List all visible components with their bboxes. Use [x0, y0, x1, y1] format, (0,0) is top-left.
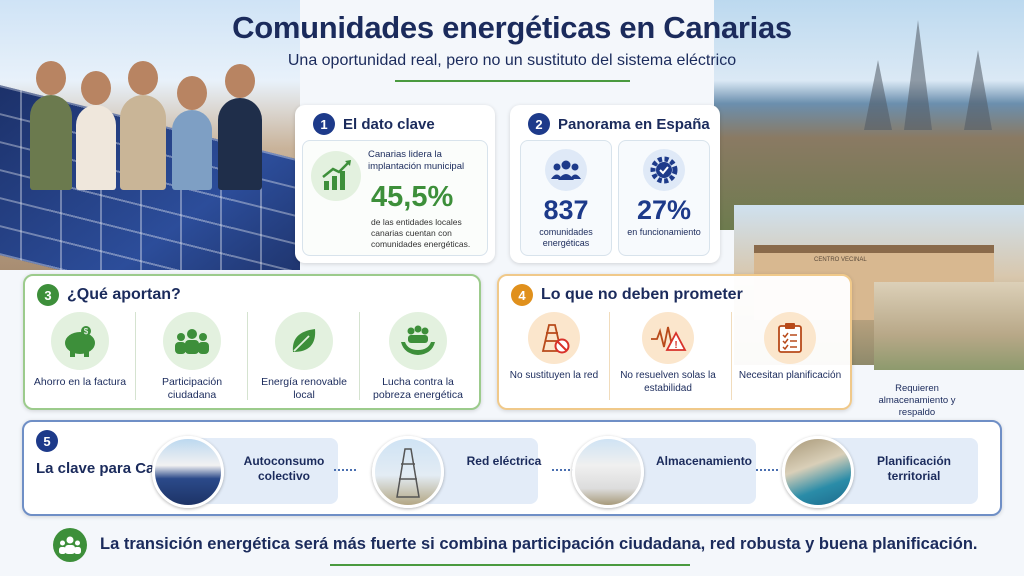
benefit-item: Energía renovable local	[249, 312, 359, 402]
subtitle-underline	[395, 80, 630, 82]
connector	[756, 469, 778, 471]
aportan-card: 3 ¿Qué aportan? $ Ahorro en la factura P…	[23, 274, 481, 410]
piggy-bank-icon: $	[51, 312, 109, 370]
footer-underline	[330, 564, 690, 566]
panorama-card: 2 Panorama en España 837 comunidades ene…	[510, 105, 720, 263]
clave-card: 5 La clave para Canarias Autoconsumo col…	[22, 420, 1002, 516]
step-label: Autoconsumo colectivo	[243, 454, 325, 483]
group-icon	[163, 312, 221, 370]
dato-clave-value: 45,5%	[371, 181, 454, 213]
risk-item: No sustituyen la red	[499, 312, 609, 383]
benefit-label: Ahorro en la factura	[33, 376, 127, 388]
dato-clave-lead: Canarias lidera la implantación municipa…	[368, 149, 465, 172]
section-number: 2	[528, 113, 550, 135]
divider	[731, 312, 732, 400]
people-icon	[545, 149, 587, 191]
gear-check-icon	[643, 149, 685, 191]
stat-operating: 27% en funcionamiento	[618, 140, 710, 256]
connector	[552, 469, 574, 471]
risk-label: No resuelven solas la estabilidad	[620, 370, 716, 394]
section-number: 4	[511, 284, 533, 306]
no-prometer-heading: Lo que no deben prometer	[541, 286, 743, 303]
divider	[247, 312, 248, 400]
extra-risk-label: Requieren almacenamiento y respaldo	[878, 383, 956, 418]
divider	[135, 312, 136, 400]
step-label: Red eléctrica	[466, 454, 542, 468]
benefit-item: Lucha contra la pobreza energética	[363, 312, 473, 402]
step-label: Almacenamiento	[655, 454, 753, 468]
section-number: 1	[313, 113, 335, 135]
risk-label: No sustituyen la red	[509, 370, 599, 381]
divider	[609, 312, 610, 400]
people-group	[30, 50, 280, 190]
aportan-header: 3 ¿Qué aportan?	[37, 284, 181, 306]
section-number: 5	[36, 430, 58, 452]
stat-label: comunidades energéticas	[539, 227, 593, 248]
svg-text:!: !	[674, 340, 677, 351]
panorama-heading: Panorama en España	[558, 115, 710, 133]
svg-text:$: $	[84, 327, 89, 336]
connector	[334, 469, 356, 471]
leaf-icon	[275, 312, 333, 370]
dato-clave-header: 1 El dato clave	[313, 113, 435, 135]
clipboard-icon	[764, 312, 816, 364]
footer-message: La transición energética será más fuerte…	[100, 535, 978, 553]
stat-value: 837	[543, 195, 589, 225]
benefit-label: Energía renovable local	[261, 376, 347, 401]
substation-photo	[714, 0, 1024, 230]
risk-item: Necesitan planificación	[735, 312, 845, 383]
benefit-label: Lucha contra la pobreza energética	[373, 376, 463, 401]
dato-clave-heading: El dato clave	[343, 115, 435, 133]
risk-label: Necesitan planificación	[738, 370, 842, 381]
benefit-item: $ Ahorro en la factura	[25, 312, 135, 389]
dato-clave-box: Canarias lidera la implantación municipa…	[302, 140, 488, 256]
pylon-thumbnail	[372, 436, 444, 508]
coastline-thumbnail	[782, 436, 854, 508]
aportan-heading: ¿Qué aportan?	[67, 286, 181, 303]
rooftop-community-photo	[0, 0, 300, 270]
solar-roof-thumbnail	[152, 436, 224, 508]
warning-wave-icon: !	[642, 312, 694, 364]
community-icon	[53, 528, 87, 562]
divider	[359, 312, 360, 400]
page-title: Comunidades energéticas en Canarias	[232, 10, 792, 45]
no-pylon-icon	[528, 312, 580, 364]
dato-clave-description: de las entidades locales canarias cuenta…	[371, 217, 471, 249]
no-prometer-card: 4 Lo que no deben prometer No sustituyen…	[497, 274, 852, 410]
risk-item: ! No resuelven solas la estabilidad	[613, 312, 723, 395]
benefit-item: Participación ciudadana	[137, 312, 247, 402]
stat-communities: 837 comunidades energéticas	[520, 140, 612, 256]
meeting-photo	[874, 282, 1024, 370]
page-subtitle: Una oportunidad real, pero no un sustitu…	[287, 52, 737, 69]
benefit-label: Participación ciudadana	[161, 376, 223, 401]
no-prometer-header: 4 Lo que no deben prometer	[511, 284, 743, 306]
dato-clave-card: 1 El dato clave Canarias lidera la impla…	[295, 105, 495, 263]
helping-hands-icon	[389, 312, 447, 370]
stat-value: 27%	[636, 195, 692, 225]
panorama-header: 2 Panorama en España	[528, 113, 710, 135]
building-sign: CENTRO VECINAL	[814, 257, 867, 263]
growth-chart-icon	[311, 151, 361, 201]
step-label: Planificación territorial	[876, 454, 952, 483]
battery-container-thumbnail	[572, 436, 644, 508]
stat-label: en funcionamiento	[627, 227, 701, 237]
section-number: 3	[37, 284, 59, 306]
